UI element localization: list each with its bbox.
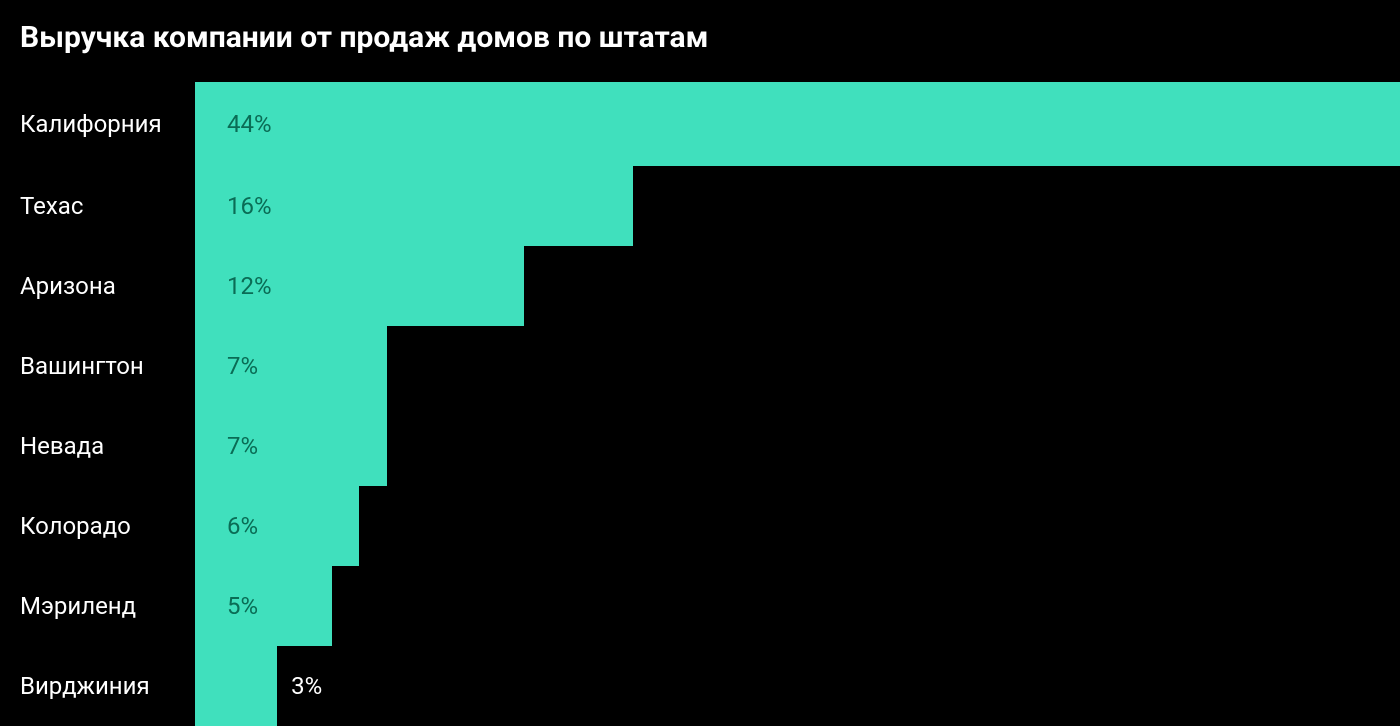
bar-value: 7% bbox=[227, 352, 258, 380]
bar-track: 7% bbox=[195, 406, 1400, 486]
chart-row: Вашингтон 7% bbox=[20, 326, 1400, 406]
chart-row: Аризона 12% bbox=[20, 246, 1400, 326]
bar-value: 44% bbox=[227, 110, 272, 138]
row-label: Невада bbox=[20, 432, 195, 460]
chart-rows: Калифорния 44% Техас 16% Аризона 12% Ваш… bbox=[20, 82, 1400, 726]
chart-row: Калифорния 44% bbox=[20, 82, 1400, 166]
bar-value: 5% bbox=[227, 592, 258, 620]
bar-value: 6% bbox=[227, 512, 258, 540]
chart-row: Вирджиния 3% bbox=[20, 646, 1400, 726]
bar bbox=[195, 406, 387, 486]
bar-track: 6% bbox=[195, 486, 1400, 566]
row-label: Вирджиния bbox=[20, 672, 195, 700]
bar-value: 3% bbox=[291, 672, 322, 700]
bar-track: 44% bbox=[195, 82, 1400, 166]
chart-row: Техас 16% bbox=[20, 166, 1400, 246]
bar-track: 3% bbox=[195, 646, 1400, 726]
row-label: Колорадо bbox=[20, 512, 195, 540]
bar-track: 12% bbox=[195, 246, 1400, 326]
revenue-by-state-chart: Выручка компании от продаж домов по штат… bbox=[0, 0, 1400, 726]
bar-value: 7% bbox=[227, 432, 258, 460]
chart-row: Невада 7% bbox=[20, 406, 1400, 486]
row-label: Техас bbox=[20, 192, 195, 220]
row-label: Вашингтон bbox=[20, 352, 195, 380]
bar bbox=[195, 326, 387, 406]
chart-row: Колорадо 6% bbox=[20, 486, 1400, 566]
chart-title: Выручка компании от продаж домов по штат… bbox=[20, 20, 1400, 56]
bar bbox=[195, 566, 332, 646]
bar-track: 16% bbox=[195, 166, 1400, 246]
row-label: Аризона bbox=[20, 272, 195, 300]
bar-value: 12% bbox=[227, 272, 272, 300]
bar-track: 5% bbox=[195, 566, 1400, 646]
bar-value: 16% bbox=[227, 192, 272, 220]
row-label: Мэриленд bbox=[20, 592, 195, 620]
bar bbox=[195, 486, 359, 566]
bar bbox=[195, 82, 1400, 166]
bar-track: 7% bbox=[195, 326, 1400, 406]
bar bbox=[195, 646, 277, 726]
row-label: Калифорния bbox=[20, 110, 195, 138]
chart-row: Мэриленд 5% bbox=[20, 566, 1400, 646]
